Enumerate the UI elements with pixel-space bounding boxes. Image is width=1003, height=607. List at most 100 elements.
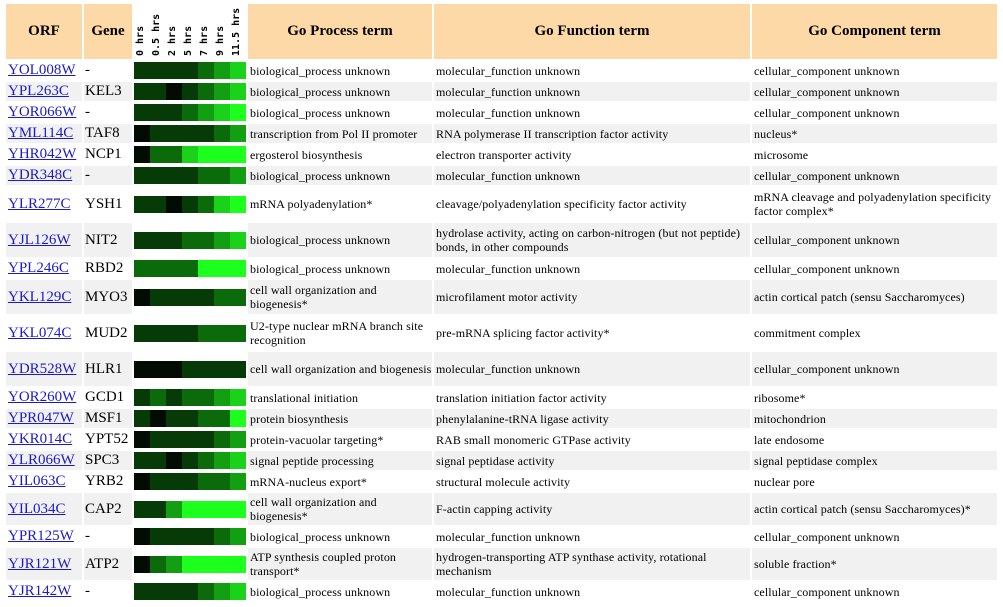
heatmap-cell [182, 62, 198, 79]
component-term-cell: soluble fraction* [752, 548, 997, 580]
orf-link[interactable]: YLR066W [8, 452, 75, 468]
expression-heatmap [134, 124, 246, 143]
heatmap-cell [134, 410, 150, 427]
orf-link[interactable]: YDR528W [8, 360, 77, 377]
orf-link[interactable]: YML114C [8, 125, 74, 141]
orf-link[interactable]: YOR066W [8, 104, 77, 120]
column-header-process[interactable]: Go Process term [248, 4, 432, 59]
heatmap-cell [198, 555, 214, 573]
heatmap-cell [150, 473, 166, 490]
orf-link[interactable]: YPL263C [8, 83, 69, 99]
expression-heatmap [134, 61, 246, 80]
heatmap-strip [134, 125, 246, 142]
orf-link[interactable]: YPL246C [8, 260, 69, 276]
gene-cell: - [85, 583, 90, 599]
heatmap-cell [166, 473, 182, 490]
component-term-cell: actin cortical patch (sensu Saccharomyce… [752, 493, 997, 525]
gene-cell: - [84, 166, 132, 185]
heatmap-cell [214, 389, 230, 406]
gene-cell: CAP2 [84, 493, 132, 525]
column-header-gene[interactable]: Gene [84, 4, 132, 59]
component-term-cell: cellular_component unknown [754, 529, 900, 544]
heatmap-cell [150, 104, 166, 121]
column-header-orf[interactable]: ORF [6, 4, 82, 59]
orf-link[interactable]: YPR125W [8, 528, 74, 544]
orf-cell: YKR014C [6, 430, 82, 449]
table-row: YKL074C MUD2 U2-type nuclear mRNA branch s… [6, 316, 997, 350]
heatmap-cell [166, 389, 182, 406]
table-row: YPL263C KEL3 biological_process unknown mol… [6, 82, 997, 101]
heatmap-strip [134, 231, 246, 249]
heatmap-cell [214, 104, 230, 121]
orf-link[interactable]: YJL126W [8, 231, 71, 248]
heatmap-cell [134, 288, 150, 306]
heatmap-cell [182, 389, 198, 406]
table-row: YLR277C YSH1 mRNA polyadenylation* cleavage… [6, 187, 997, 221]
orf-cell: YPR125W [6, 527, 82, 546]
heatmap-cell [214, 324, 230, 342]
heatmap-cell [230, 500, 246, 518]
expression-heatmap [134, 493, 246, 525]
component-term-cell: cellular_component unknown [752, 82, 997, 101]
function-term-cell: F-actin capping activity [434, 493, 750, 525]
process-term-cell: biological_process unknown [248, 166, 432, 185]
orf-cell: YDR528W [6, 352, 82, 386]
heatmap-cell [182, 410, 198, 427]
orf-link[interactable]: YOR260W [8, 389, 77, 405]
heatmap-cell [150, 410, 166, 427]
heatmap-cell [198, 500, 214, 518]
heatmap-cell [182, 555, 198, 573]
orf-link[interactable]: YOL008W [8, 62, 76, 78]
orf-link[interactable]: YPR047W [8, 410, 74, 426]
orf-link[interactable]: YJR121W [8, 555, 72, 572]
orf-link[interactable]: YKR014C [8, 431, 73, 447]
timepoint-label-text: 5 hrs [183, 25, 194, 56]
orf-link[interactable]: YIL034C [8, 500, 66, 517]
function-term-cell: cleavage/polyadenylation specificity fac… [436, 197, 687, 211]
heatmap-cell [198, 167, 214, 184]
table-row: YOL008W - biological_process unknown molecu… [6, 61, 997, 80]
orf-link[interactable]: YKL074C [8, 324, 72, 341]
heatmap-strip [134, 452, 246, 469]
heatmap-cell [214, 583, 230, 600]
orf-cell: YHR042W [6, 145, 82, 164]
heatmap-cell [150, 389, 166, 406]
table-row: YLR066W SPC3 signal peptide processing sign… [6, 451, 997, 470]
column-header-component[interactable]: Go Component term [752, 4, 997, 59]
process-term-cell: U2-type nuclear mRNA branch site recogni… [250, 319, 424, 347]
orf-link[interactable]: YKL129C [8, 288, 72, 305]
orf-link[interactable]: YIL063C [8, 473, 66, 489]
heatmap-cell [182, 83, 198, 100]
gene-cell: HLR1 [84, 352, 132, 386]
heatmap-cell [198, 260, 214, 277]
table-row: YJR142W - biological_process unknown molecu… [6, 582, 997, 601]
component-term-cell: ribosome* [754, 390, 806, 405]
heatmap-cell [230, 360, 246, 378]
process-term-cell: signal peptide processing [248, 451, 432, 470]
heatmap-cell [166, 360, 182, 378]
heatmap-strip [134, 410, 246, 427]
orf-link[interactable]: YLR277C [8, 195, 71, 212]
column-header-function[interactable]: Go Function term [434, 4, 750, 59]
heatmap-cell [166, 83, 182, 100]
heatmap-cell [134, 167, 150, 184]
function-term-cell: molecular_function unknown [434, 82, 750, 101]
heatmap-cell [182, 104, 198, 121]
orf-link[interactable]: YJR142W [8, 583, 72, 599]
process-term-cell: biological_process unknown [250, 63, 391, 78]
orf-cell: YOR066W [6, 103, 82, 122]
heatmap-strip [134, 528, 246, 545]
orf-cell: YPR047W [6, 409, 82, 428]
heatmap-cell [182, 288, 198, 306]
heatmap-cell [166, 167, 182, 184]
orf-cell: YOR260W [6, 388, 82, 407]
heatmap-cell [198, 231, 214, 249]
gene-cell: MSF1 [84, 409, 132, 428]
orf-link[interactable]: YDR348C [8, 167, 73, 183]
heatmap-cell [230, 83, 246, 100]
table-row: YDR348C - biological_process unknown molecu… [6, 166, 997, 185]
gene-cell: - [85, 62, 90, 78]
orf-link[interactable]: YHR042W [8, 146, 77, 162]
process-term-cell: cell wall organization and biogenesis* [248, 493, 432, 525]
heatmap-cell [182, 195, 198, 213]
